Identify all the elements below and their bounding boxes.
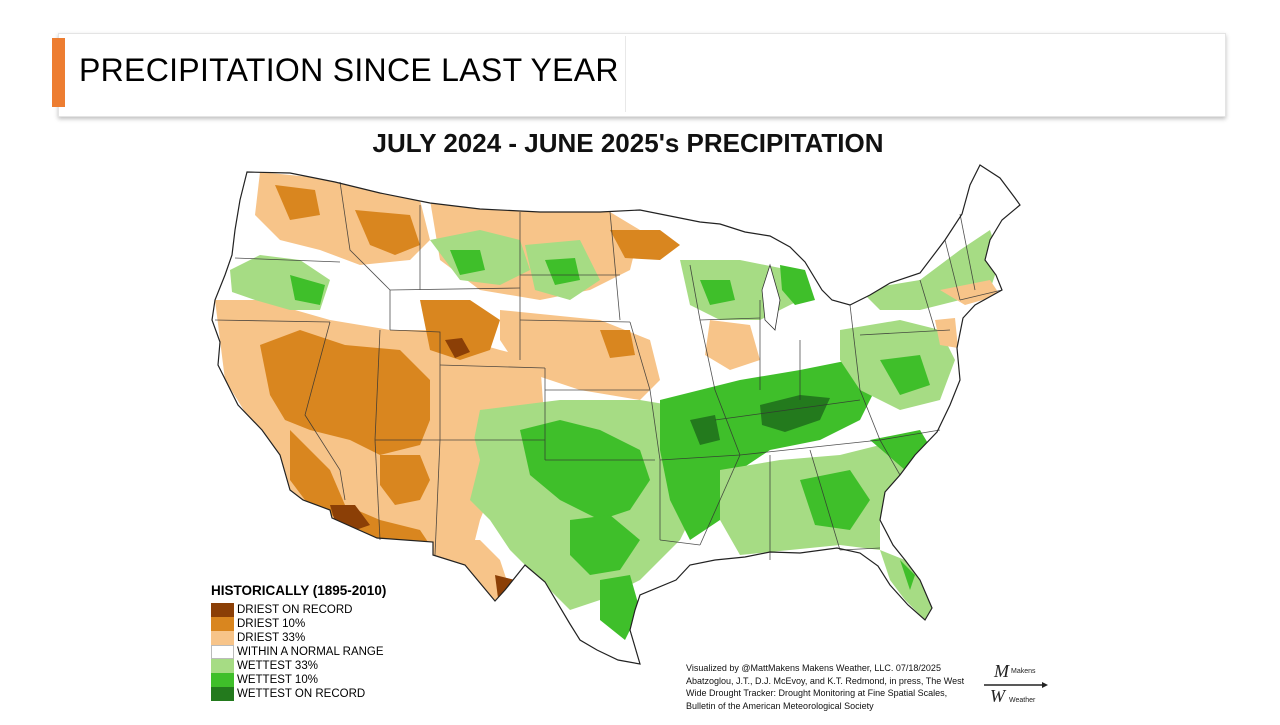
- legend-label: DRIEST ON RECORD: [237, 604, 353, 616]
- legend-swatch: [211, 645, 234, 659]
- credit-line: Visualized by @MattMakens Makens Weather…: [686, 663, 941, 673]
- legend-heading: HISTORICALLY (1895-2010): [211, 583, 387, 598]
- logo-word-2: Weather: [1009, 697, 1036, 704]
- legend-label: WETTEST 33%: [237, 660, 318, 672]
- legend-swatch: [211, 603, 234, 617]
- legend-swatch: [211, 631, 234, 645]
- legend-label: WITHIN A NORMAL RANGE: [237, 646, 384, 658]
- logo-word-1: Makens: [1011, 668, 1036, 675]
- map-legend: HISTORICALLY (1895-2010) DRIEST ON RECOR…: [211, 583, 386, 701]
- legend-item: WITHIN A NORMAL RANGE: [211, 645, 386, 659]
- title-accent-bar: [52, 38, 65, 107]
- legend-item: WETTEST 33%: [211, 659, 386, 673]
- legend-item: DRIEST 10%: [211, 617, 386, 631]
- legend-label: WETTEST 10%: [237, 674, 318, 686]
- title-banner: [58, 33, 1226, 117]
- credit-line: Bulletin of the American Meteorological …: [686, 700, 874, 711]
- legend-swatch: [211, 617, 234, 631]
- svg-text:W: W: [990, 686, 1007, 706]
- legend-label: WETTEST ON RECORD: [237, 688, 366, 700]
- legend-item: DRIEST 33%: [211, 631, 386, 645]
- credit-line: Wide Drought Tracker: Drought Monitoring…: [686, 688, 948, 698]
- map-title: JULY 2024 - JUNE 2025's PRECIPITATION: [372, 128, 884, 158]
- map-credits: Visualized by @MattMakens Makens Weather…: [686, 662, 976, 712]
- title-divider: [625, 36, 626, 112]
- legend-label: DRIEST 10%: [237, 618, 306, 630]
- credit-line: Abatzoglou, J.T., D.J. McEvoy, and K.T. …: [686, 675, 965, 686]
- svg-text:M: M: [993, 661, 1010, 681]
- legend-label: DRIEST 33%: [237, 632, 306, 644]
- legend-item: DRIEST ON RECORD: [211, 603, 386, 617]
- legend-item: WETTEST 10%: [211, 673, 386, 687]
- legend-item: WETTEST ON RECORD: [211, 687, 386, 701]
- legend-swatch: [211, 659, 234, 673]
- legend-swatch: [211, 673, 234, 687]
- legend-swatch: [211, 687, 234, 701]
- slide-title: PRECIPITATION SINCE LAST YEAR: [79, 52, 619, 88]
- makens-weather-logo: M Makens W Weather: [978, 660, 1050, 710]
